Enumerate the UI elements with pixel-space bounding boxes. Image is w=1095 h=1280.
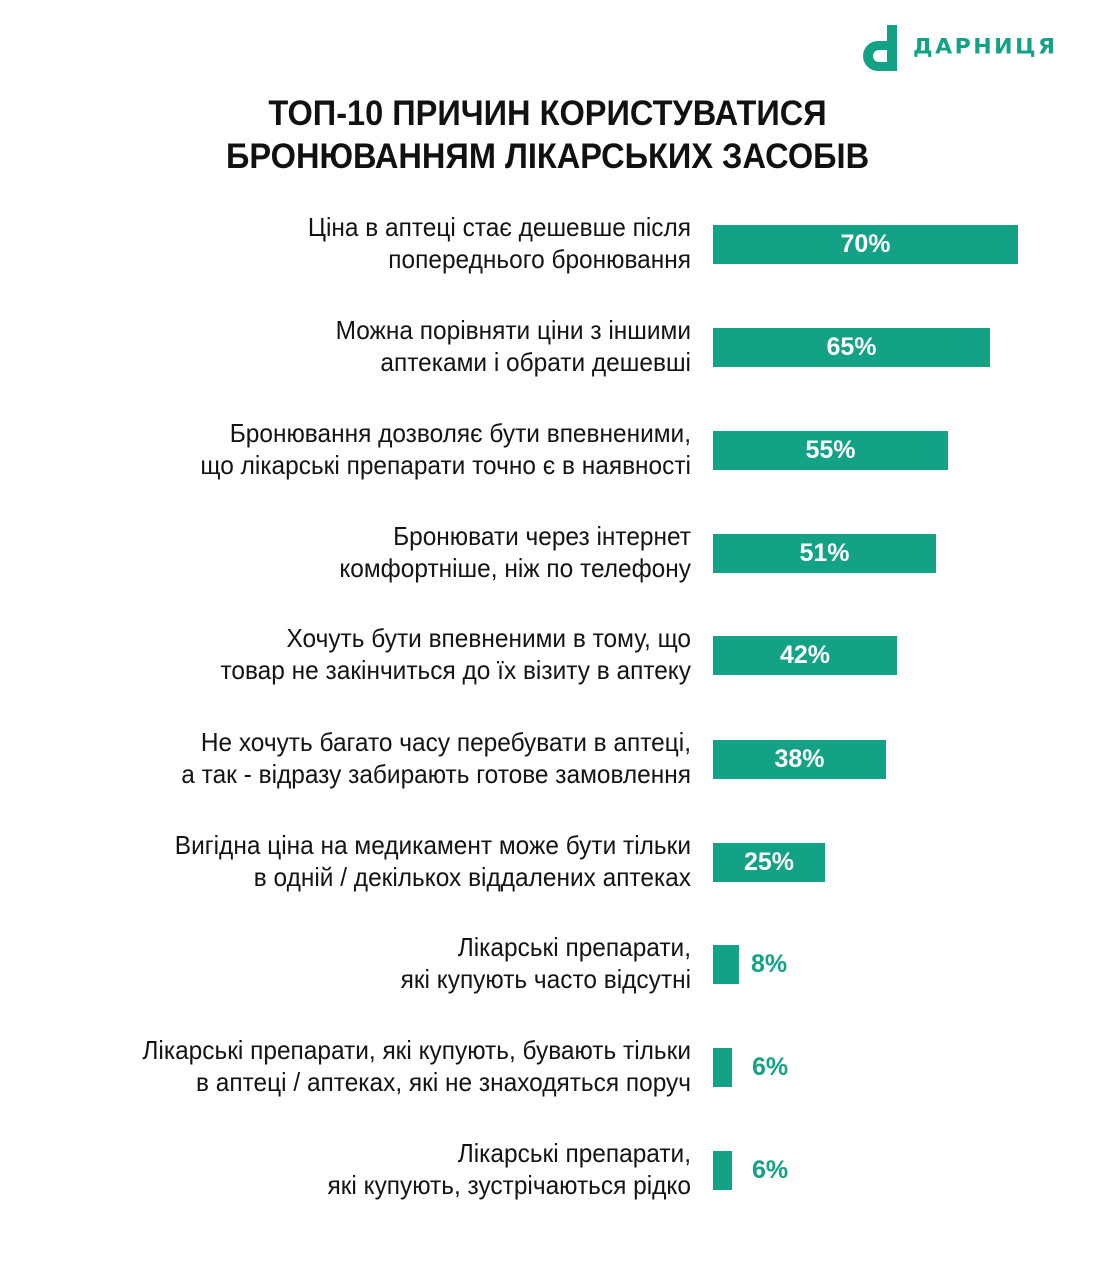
category-label: Бронювати через інтернет комфортніше, ні… (339, 521, 691, 583)
category-label: Лікарські препарати, які купують, зустрі… (327, 1138, 691, 1200)
chart-row: Вигідна ціна на медикамент може бути тіл… (0, 829, 1095, 905)
bar (713, 843, 825, 882)
chart-title-line-1: ТОП-10 ПРИЧИН КОРИСТУВАТИСЯ (268, 94, 827, 133)
value-label: 8% (751, 950, 788, 978)
bar (713, 431, 948, 470)
value-label: 70% (840, 230, 891, 258)
chart-row: Можна порівняти ціни з іншими аптеками і… (0, 314, 1095, 390)
chart-row: Бронювати через інтернет комфортніше, ні… (0, 520, 1095, 596)
value-label: 38% (774, 745, 825, 773)
chart-title: ТОП-10 ПРИЧИН КОРИСТУВАТИСЯ БРОНЮВАННЯМ … (38, 92, 1056, 178)
value-label: 51% (799, 539, 850, 567)
darnytsia-d-logo-icon (860, 25, 898, 71)
chart-title-line-2: БРОНЮВАННЯМ ЛІКАРСЬКИХ ЗАСОБІВ (225, 137, 870, 176)
value-label: 6% (752, 1156, 789, 1184)
brand-logo: ДАРНИЦЯ (860, 24, 1057, 72)
bar (713, 225, 1018, 264)
category-label: Ціна в аптеці стає дешевше після поперед… (307, 212, 691, 274)
bar (713, 945, 739, 984)
category-label: Хочуть бути впевненими в тому, що товар … (220, 623, 691, 685)
chart-row: Лікарські препарати, які купують часто в… (0, 931, 1095, 1007)
brand-name: ДАРНИЦЯ (913, 35, 1058, 60)
category-label: Лікарські препарати, які купують часто в… (400, 932, 691, 994)
bar (713, 740, 886, 779)
value-label: 65% (826, 333, 877, 361)
bar (713, 1151, 732, 1190)
value-label: 55% (805, 436, 856, 464)
chart-row: Хочуть бути впевненими в тому, що товар … (0, 622, 1095, 698)
bar (713, 328, 990, 367)
bar (713, 534, 936, 573)
bar (713, 1048, 732, 1087)
category-label: Бронювання дозволяє бути впевненими, що … (200, 418, 691, 480)
chart-row: Не хочуть багато часу перебувати в аптец… (0, 726, 1095, 802)
value-label: 25% (743, 848, 795, 876)
chart-row: Ціна в аптеці стає дешевше після поперед… (0, 211, 1095, 287)
chart-row: Бронювання дозволяє бути впевненими, що … (0, 417, 1095, 493)
category-label: Вигідна ціна на медикамент може бути тіл… (174, 830, 691, 892)
value-label: 6% (752, 1053, 789, 1081)
category-label: Можна порівняти ціни з іншими аптеками і… (335, 315, 691, 377)
value-label: 42% (779, 641, 831, 669)
category-label: Лікарські препарати, які купують, бувают… (142, 1035, 691, 1097)
category-label: Не хочуть багато часу перебувати в аптец… (181, 727, 692, 789)
chart-row: Лікарські препарати, які купують, зустрі… (0, 1137, 1095, 1213)
bar (713, 636, 897, 675)
chart-row: Лікарські препарати, які купують, бувают… (0, 1034, 1095, 1110)
